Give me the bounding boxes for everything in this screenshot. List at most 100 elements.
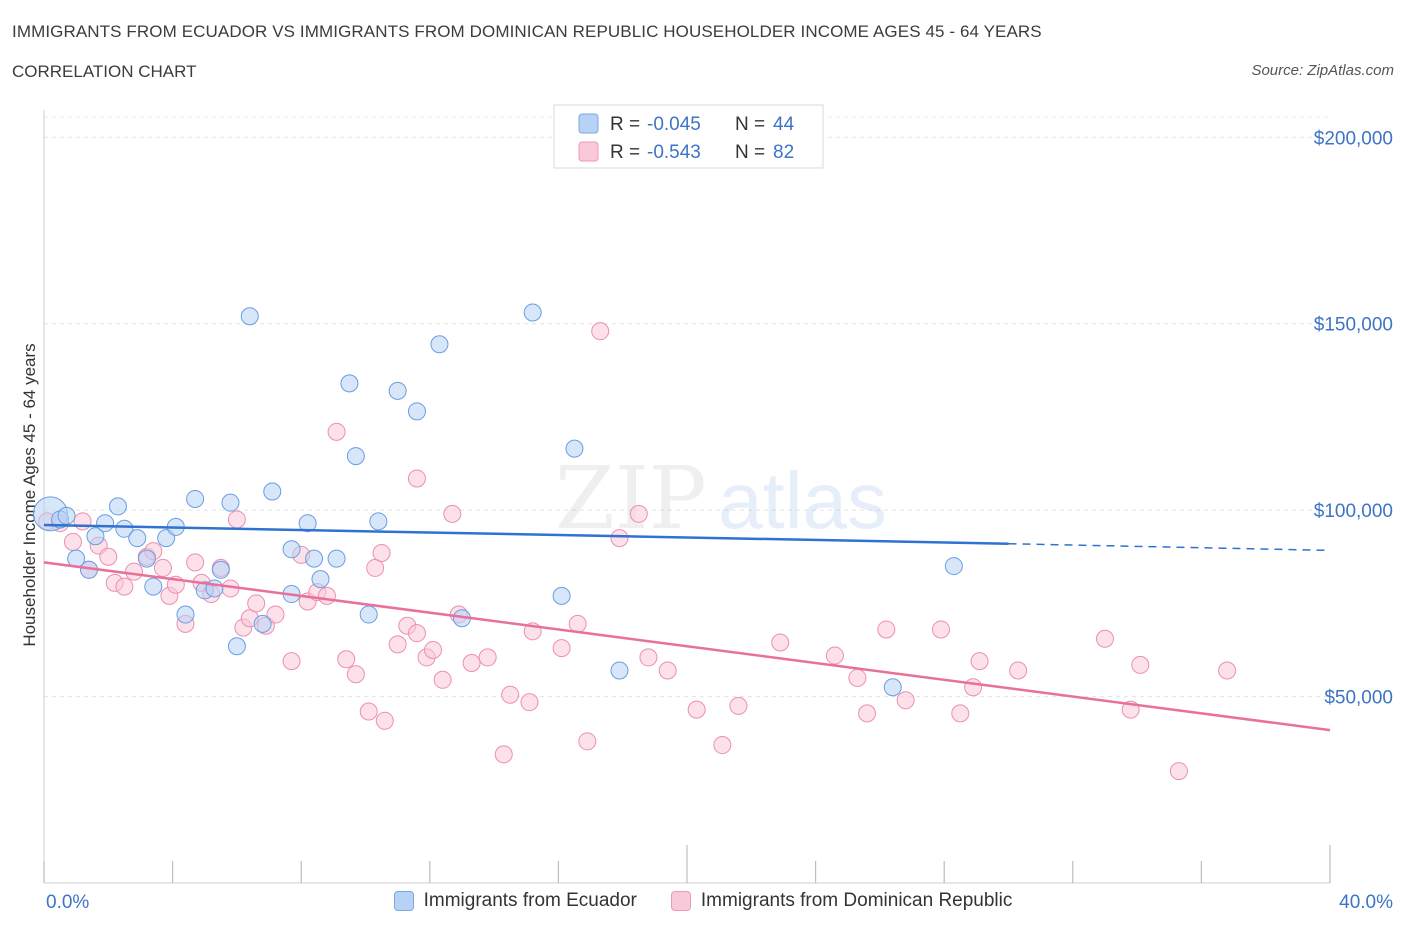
data-point <box>433 670 452 689</box>
data-point <box>311 570 330 589</box>
legend-item-dominican: Immigrants from Dominican Republic <box>670 890 1013 912</box>
data-point <box>340 374 359 393</box>
data-point <box>137 549 156 568</box>
x-tick-label: 40.0% <box>1339 892 1393 913</box>
legend-swatch <box>393 891 414 911</box>
data-point <box>263 482 282 501</box>
watermark-zip: ZIP <box>555 449 707 549</box>
legend-label: Immigrants from Ecuador <box>423 890 637 911</box>
data-point <box>407 624 426 643</box>
legend-swatch <box>670 891 691 911</box>
data-point <box>729 696 748 715</box>
legend-label: Immigrants from Dominican Republic <box>700 890 1013 911</box>
data-point <box>282 540 301 559</box>
data-point <box>186 553 205 572</box>
data-point <box>375 711 394 730</box>
data-point <box>771 633 790 652</box>
series-dominican-points <box>38 322 1237 781</box>
data-point <box>227 510 246 529</box>
legend-n-label: N = <box>735 142 765 163</box>
y-tick-label: $100,000 <box>1314 501 1393 522</box>
source-label: Source: ZipAtlas.com <box>1251 62 1394 79</box>
data-point <box>372 544 391 563</box>
data-point <box>108 497 127 516</box>
data-point <box>221 493 240 512</box>
watermark-atlas: atlas <box>718 456 887 545</box>
data-point <box>848 668 867 687</box>
data-point <box>359 605 378 624</box>
data-point <box>327 422 346 441</box>
trend-line-dominican <box>43 561 1331 732</box>
data-point <box>211 560 230 579</box>
legend-r-label: R = <box>610 114 640 135</box>
gridlines <box>44 116 1330 698</box>
data-point <box>346 665 365 684</box>
axes <box>43 110 1331 884</box>
data-point <box>247 594 266 613</box>
legend-swatch-ecuador <box>578 113 599 134</box>
data-point <box>610 529 629 548</box>
legend-n-value: 82 <box>773 142 794 163</box>
data-point <box>305 549 324 568</box>
data-point <box>424 640 443 659</box>
data-point <box>73 512 92 531</box>
data-point <box>520 693 539 712</box>
y-tick-label: $200,000 <box>1314 128 1393 149</box>
data-point <box>57 506 76 525</box>
data-point <box>86 527 105 546</box>
data-point <box>407 469 426 488</box>
y-tick-label: $150,000 <box>1314 315 1393 336</box>
data-point <box>317 586 336 605</box>
y-tick-labels: $50,000 $100,000 $150,000 $200,000 <box>1314 128 1393 708</box>
legend-r-value: -0.045 <box>647 114 701 135</box>
data-point <box>240 307 259 326</box>
legend-swatch-dominican <box>578 141 599 162</box>
trend-lines <box>43 523 1331 732</box>
data-point <box>1131 655 1150 674</box>
data-point <box>125 562 144 581</box>
trend-line-ecuador <box>43 523 1009 545</box>
legend-n-value: 44 <box>773 114 795 135</box>
chart-subtitle: CORRELATION CHART <box>12 62 197 81</box>
data-point <box>337 650 356 669</box>
data-point <box>478 648 497 667</box>
data-point <box>501 685 520 704</box>
legend-n-label: N = <box>735 114 765 135</box>
data-point <box>494 745 513 764</box>
data-point <box>407 402 426 421</box>
data-point <box>1218 661 1237 680</box>
stats-legend: R = -0.045 N = 44 R = -0.543 N = 82 <box>553 104 824 169</box>
data-point <box>1095 629 1114 648</box>
data-point <box>970 652 989 671</box>
series-legend: Immigrants from Ecuador Immigrants from … <box>0 890 1406 912</box>
data-point <box>825 646 844 665</box>
trend-line-ecuador-extension <box>1008 542 1331 552</box>
data-point <box>658 661 677 680</box>
data-point <box>552 639 571 658</box>
series-ecuador-points <box>32 303 963 697</box>
data-point <box>568 614 587 633</box>
data-point <box>298 514 317 533</box>
data-point <box>266 605 285 624</box>
legend-box <box>553 104 824 169</box>
data-point <box>388 635 407 654</box>
data-point <box>186 489 205 508</box>
legend-item-ecuador: Immigrants from Ecuador <box>393 890 637 912</box>
data-point <box>63 532 82 551</box>
data-point <box>366 558 385 577</box>
data-point <box>144 577 163 596</box>
data-point <box>1009 661 1028 680</box>
data-point <box>687 700 706 719</box>
data-point <box>369 512 388 531</box>
data-point <box>858 704 877 723</box>
data-point <box>327 549 346 568</box>
data-point <box>115 519 134 538</box>
y-axis-label: Householder Income Ages 45 - 64 years <box>20 343 39 646</box>
data-point <box>610 661 629 680</box>
x-tick-labels: 0.0% 40.0% <box>46 892 1393 913</box>
data-point <box>359 702 378 721</box>
data-point <box>629 504 648 523</box>
data-point <box>205 579 224 598</box>
data-point <box>964 678 983 697</box>
data-point <box>639 648 658 667</box>
